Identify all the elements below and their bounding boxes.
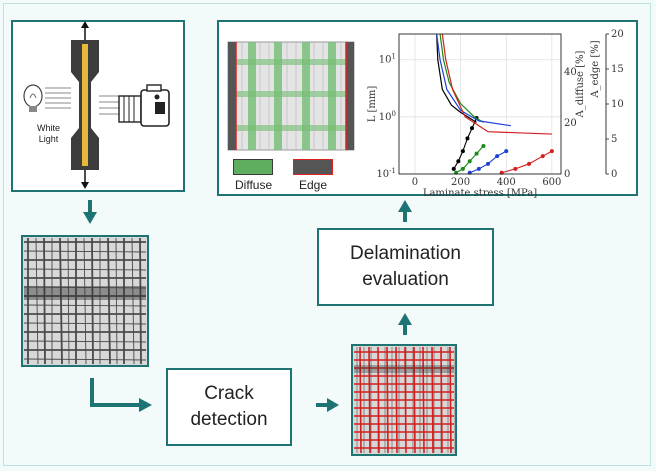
- figure-frame: [3, 3, 651, 466]
- area-point-0: [460, 149, 465, 154]
- y2-axis-label: A_diffuse [%]: [575, 50, 586, 118]
- area-point-2: [485, 161, 490, 166]
- area-point-1: [481, 144, 486, 148]
- area-point-1: [467, 159, 472, 164]
- y3-tick-label: 0: [611, 169, 617, 180]
- area-point-2: [495, 154, 500, 159]
- x-tick-label: 0: [412, 177, 418, 188]
- light-bulb-icon: [23, 84, 43, 108]
- y2-tick-label: 20: [564, 118, 577, 129]
- area-point-0: [451, 166, 456, 171]
- area-point-3: [540, 154, 545, 159]
- area-point-0: [456, 159, 461, 164]
- y3-tick-label: 20: [611, 29, 624, 40]
- length-series-line-1: [439, 33, 484, 123]
- y3-axis-label: A_edge [%]: [590, 40, 601, 98]
- legend-edge-swatch: [293, 159, 333, 175]
- chart-background: [361, 26, 631, 192]
- legend-diffuse-swatch: [233, 159, 273, 175]
- y2-tick-label: 40: [564, 67, 577, 78]
- y3-tick-label: 10: [611, 99, 624, 110]
- camera-icon: [118, 84, 170, 127]
- y3-tick-label: 5: [611, 134, 617, 145]
- delamination-evaluation-step: Delamination evaluation: [317, 228, 494, 306]
- x-tick-label: 400: [497, 177, 516, 188]
- results-panel: Diffuse Edge 0 200 400 600 10-1 100 101 0 20 40 0 5…: [217, 20, 638, 199]
- x-tick-label: 200: [451, 177, 470, 188]
- white-light-label: White Light: [37, 123, 61, 144]
- test-setup-illustration: [23, 21, 170, 189]
- specimen-surface: [82, 44, 88, 166]
- area-point-1: [460, 166, 465, 171]
- area-point-3: [527, 161, 532, 166]
- length-series-line-2: [436, 33, 511, 127]
- area-point-3: [513, 166, 518, 171]
- area-point-3: [549, 149, 554, 154]
- x-tick-label: 600: [542, 177, 561, 188]
- y2-tick-label: 0: [564, 169, 570, 180]
- area-point-0: [465, 136, 470, 141]
- area-point-2: [504, 149, 509, 154]
- load-arrow-top-head: [81, 21, 89, 28]
- legend-diffuse-label: Diffuse: [235, 178, 273, 192]
- delamination-map-image: [227, 41, 355, 151]
- area-point-2: [476, 166, 481, 171]
- test-setup-panel: White Light: [11, 20, 185, 192]
- area-point-1: [474, 151, 479, 156]
- raw-specimen-image: [21, 235, 149, 367]
- crack-detection-step: Crack detection: [166, 368, 292, 446]
- crack-detection-image: [351, 344, 457, 456]
- length-series-line-3: [441, 33, 552, 135]
- plot-area: [398, 33, 562, 175]
- y3-tick-label: 15: [611, 64, 624, 75]
- bulb-base: [29, 106, 37, 112]
- area-point-0: [470, 126, 475, 131]
- y-axis-label: L [mm]: [367, 86, 378, 123]
- load-arrow-bottom-head: [81, 182, 89, 189]
- legend-edge-label: Edge: [299, 178, 328, 192]
- x-axis-label: Laminate stress [MPa]: [423, 188, 537, 199]
